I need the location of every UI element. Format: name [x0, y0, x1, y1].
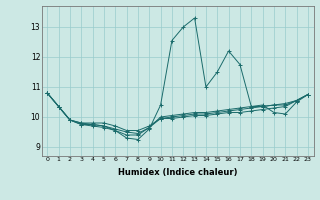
X-axis label: Humidex (Indice chaleur): Humidex (Indice chaleur) — [118, 168, 237, 177]
